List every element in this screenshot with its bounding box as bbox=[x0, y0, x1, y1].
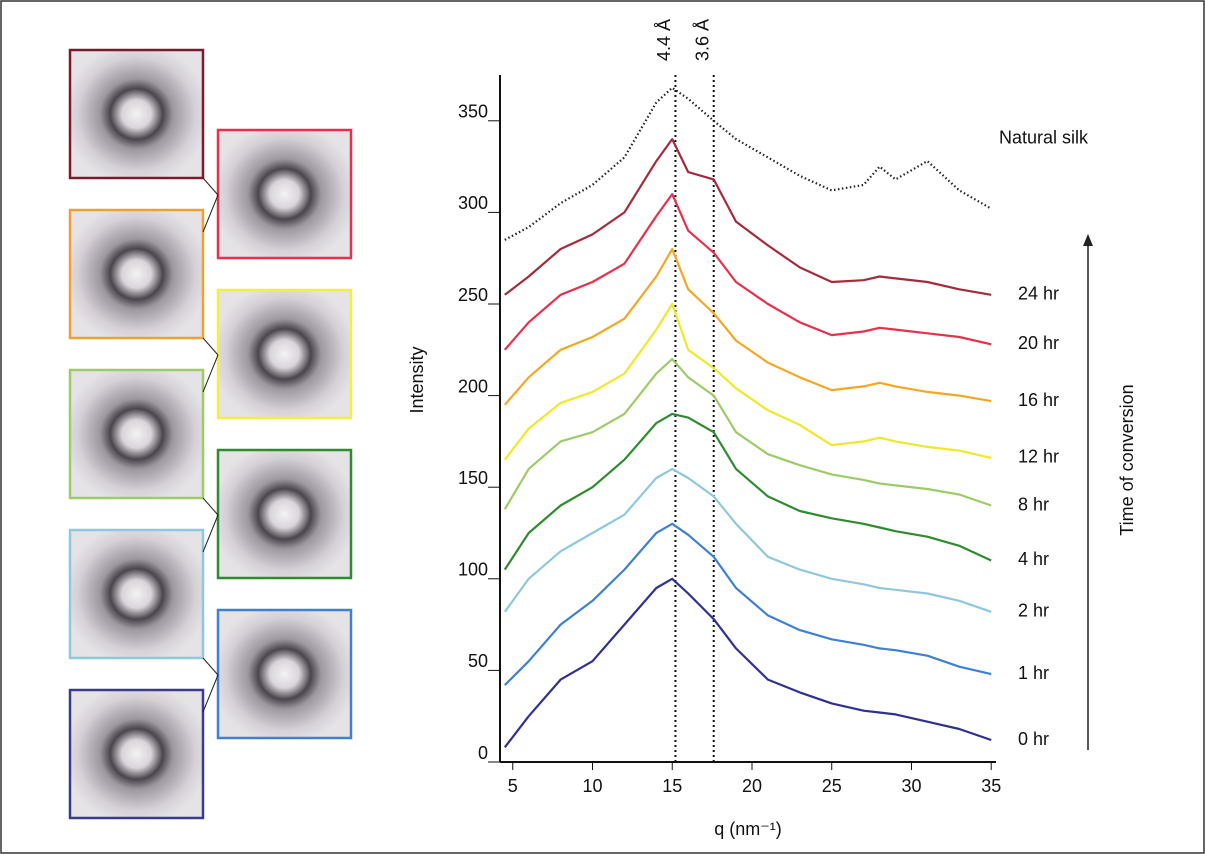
legend-label: 16 hr bbox=[1018, 390, 1059, 410]
legend-label: Natural silk bbox=[999, 127, 1089, 147]
image bbox=[216, 288, 353, 420]
legend-label: 24 hr bbox=[1018, 284, 1059, 304]
series-line bbox=[503, 577, 992, 748]
reference-label: 4.4 Å bbox=[654, 19, 674, 61]
arrow-head bbox=[1083, 234, 1093, 246]
series-line bbox=[503, 412, 992, 571]
image bbox=[216, 608, 353, 740]
legend-label: 1 hr bbox=[1018, 663, 1049, 683]
x-tick-label: 25 bbox=[822, 776, 842, 796]
series-line bbox=[503, 467, 992, 613]
series-line bbox=[504, 522, 992, 686]
y-tick-label: 200 bbox=[458, 376, 488, 396]
series-line bbox=[503, 302, 992, 461]
legend-label: 8 hr bbox=[1018, 494, 1049, 514]
y-tick-label: 250 bbox=[458, 285, 488, 305]
y-axis-label: Intensity bbox=[407, 346, 427, 413]
image bbox=[68, 208, 205, 340]
legend-label: 0 hr bbox=[1018, 729, 1049, 749]
series-line bbox=[503, 247, 992, 406]
x-tick-label: 30 bbox=[901, 776, 921, 796]
y-tick-label: 350 bbox=[458, 102, 488, 122]
series-line bbox=[503, 357, 992, 510]
x-tick-label: 35 bbox=[981, 776, 1001, 796]
series-line bbox=[504, 86, 992, 241]
legend-label: 12 hr bbox=[1018, 447, 1059, 467]
legend-label: 4 hr bbox=[1018, 549, 1049, 569]
image bbox=[216, 128, 353, 260]
legend-label: 2 hr bbox=[1018, 601, 1049, 621]
reference-label: 3.6 Å bbox=[692, 19, 712, 61]
connector bbox=[202, 177, 219, 713]
x-tick-label: 20 bbox=[742, 776, 762, 796]
y-tick-label: 150 bbox=[458, 468, 488, 488]
x-tick-label: 15 bbox=[662, 776, 682, 796]
x-tick-label: 5 bbox=[508, 776, 518, 796]
y-tick-label: 50 bbox=[468, 651, 488, 671]
x-axis-label: q (nm⁻¹) bbox=[714, 819, 782, 839]
diffraction-images bbox=[68, 48, 353, 820]
y-tick-label: 0 bbox=[478, 743, 488, 763]
series-line bbox=[504, 138, 992, 296]
image bbox=[68, 688, 205, 820]
series-line bbox=[503, 193, 992, 351]
x-tick-label: 10 bbox=[582, 776, 602, 796]
y-tick-label: 300 bbox=[458, 193, 488, 213]
image bbox=[68, 48, 205, 180]
side-label: Time of conversion bbox=[1117, 384, 1137, 535]
image bbox=[68, 368, 205, 500]
legend-label: 20 hr bbox=[1018, 333, 1059, 353]
image bbox=[68, 528, 205, 660]
y-tick-label: 100 bbox=[458, 560, 488, 580]
image bbox=[216, 448, 353, 580]
